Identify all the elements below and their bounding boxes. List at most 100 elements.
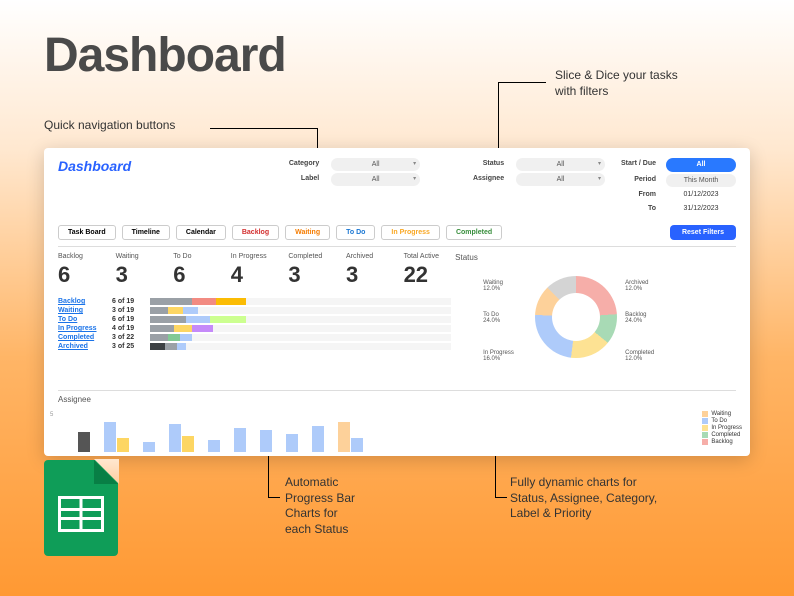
assignee-bar-group [286, 434, 298, 452]
progress-label[interactable]: Completed [58, 334, 106, 341]
progress-count: 3 of 19 [112, 307, 144, 314]
stat-value: 6 [58, 262, 106, 288]
donut-label: Waiting12.0% [483, 280, 503, 292]
stat-value: 3 [116, 262, 164, 288]
assignee-bar [351, 438, 363, 452]
progress-bar [150, 343, 451, 350]
progress-label[interactable]: Waiting [58, 307, 106, 314]
progress-label[interactable]: Backlog [58, 298, 106, 305]
assignee-bar-group [260, 430, 272, 452]
divider [58, 390, 736, 391]
right-filters: Start / Due All Period This Month From 0… [621, 158, 736, 215]
assignee-bar [143, 442, 155, 452]
annotation-progress: Automatic Progress Bar Charts for each S… [285, 475, 355, 537]
filter-status[interactable]: All [516, 158, 605, 171]
filter-assignee[interactable]: All [516, 173, 605, 186]
donut-label: To Do24.0% [483, 312, 500, 324]
assignee-bar [286, 434, 298, 452]
stat-value: 22 [404, 262, 452, 288]
stat-label: Completed [288, 253, 336, 260]
assignee-bar-group [208, 440, 220, 452]
progress-bar [150, 307, 451, 314]
nav-timeline[interactable]: Timeline [122, 225, 170, 240]
progress-count: 4 of 19 [112, 325, 144, 332]
progress-label[interactable]: Archived [58, 343, 106, 350]
stat-card: Waiting3 [116, 253, 164, 288]
filter-from[interactable]: 01/12/2023 [666, 189, 736, 201]
assignee-ylabel: 5 [50, 412, 53, 418]
filter-from-label: From [621, 189, 660, 201]
assignee-bar-group [143, 442, 155, 452]
dashboard-title: Dashboard [58, 158, 238, 174]
nav-waiting[interactable]: Waiting [285, 225, 330, 240]
filter-category[interactable]: All [331, 158, 420, 171]
nav-inprogress[interactable]: In Progress [381, 225, 440, 240]
status-chart: Status Waiting12.0%To Do24.0%In Progress… [455, 253, 736, 384]
stat-card: In Progress 4 [231, 253, 279, 288]
assignee-bar [182, 436, 194, 452]
assignee-bar [312, 426, 324, 452]
nav-completed[interactable]: Completed [446, 225, 502, 240]
assignee-bar-group [104, 422, 129, 452]
filter-to-label: To [621, 203, 660, 215]
legend-item: To Do [702, 418, 742, 424]
progress-bar [150, 298, 451, 305]
progress-count: 3 of 25 [112, 343, 144, 350]
donut-label: Backlog24.0% [625, 312, 646, 324]
filter-to[interactable]: 31/12/2023 [666, 203, 736, 215]
assignee-bar-group [169, 424, 194, 452]
nav-todo[interactable]: To Do [336, 225, 375, 240]
annotation-filters: Slice & Dice your tasks with filters [555, 68, 678, 99]
filter-label[interactable]: All [331, 173, 420, 186]
progress-row: To Do 6 of 19 [58, 316, 451, 323]
progress-count: 6 of 19 [112, 316, 144, 323]
progress-count: 6 of 19 [112, 298, 144, 305]
filter-label-label: Label [244, 173, 323, 186]
stat-card: Archived 3 [346, 253, 394, 288]
nav-backlog[interactable]: Backlog [232, 225, 279, 240]
assignee-bar [234, 428, 246, 452]
assignee-bar [78, 432, 90, 452]
page-title: Dashboard [44, 28, 286, 83]
stat-label: In Progress [231, 253, 279, 260]
filter-assignee-label: Assignee [428, 173, 508, 186]
filter-period[interactable]: This Month [666, 174, 736, 187]
stat-value: 3 [346, 262, 394, 288]
progress-label[interactable]: To Do [58, 316, 106, 323]
progress-row: Archived 3 of 25 [58, 343, 451, 350]
filter-status-label: Status [428, 158, 508, 171]
stat-card: Backlog6 [58, 253, 106, 288]
callout-line-filters [498, 82, 546, 158]
progress-bar [150, 334, 451, 341]
stat-label: Total Active [404, 253, 452, 260]
progress-bar [150, 325, 451, 332]
stats-area: Backlog6Waiting3To Do6In Progress4Comple… [58, 253, 451, 384]
donut-label: Archived12.0% [625, 280, 648, 292]
legend-item: Waiting [702, 411, 742, 417]
stat-value: 3 [288, 262, 336, 288]
assignee-bar-group [234, 428, 246, 452]
legend-item: Completed [702, 432, 742, 438]
legend-item: In Progress [702, 425, 742, 431]
reset-filters-button[interactable]: Reset Filters [670, 225, 736, 240]
donut-label: Completed12.0% [625, 350, 654, 362]
stat-label: Archived [346, 253, 394, 260]
filter-category-label: Category [244, 158, 323, 171]
nav-row: Task Board Timeline Calendar Backlog Wai… [58, 225, 736, 240]
assignee-bar-group [312, 426, 324, 452]
assignee-bar-group [338, 422, 363, 452]
status-chart-title: Status [455, 253, 736, 262]
nav-task-board[interactable]: Task Board [58, 225, 116, 240]
progress-label[interactable]: In Progress [58, 325, 106, 332]
assignee-bar [208, 440, 220, 452]
google-sheets-icon [44, 460, 118, 556]
stat-value: 4 [231, 262, 279, 288]
assignee-bar [338, 422, 350, 452]
annotation-quicknav: Quick navigation buttons [44, 118, 175, 132]
filter-block: Category All Status All Label All Assign… [244, 158, 605, 186]
assignee-bar [169, 424, 181, 452]
filter-period-label: Period [621, 174, 660, 187]
nav-calendar[interactable]: Calendar [176, 225, 226, 240]
progress-bar [150, 316, 451, 323]
filter-startdue[interactable]: All [666, 158, 736, 172]
